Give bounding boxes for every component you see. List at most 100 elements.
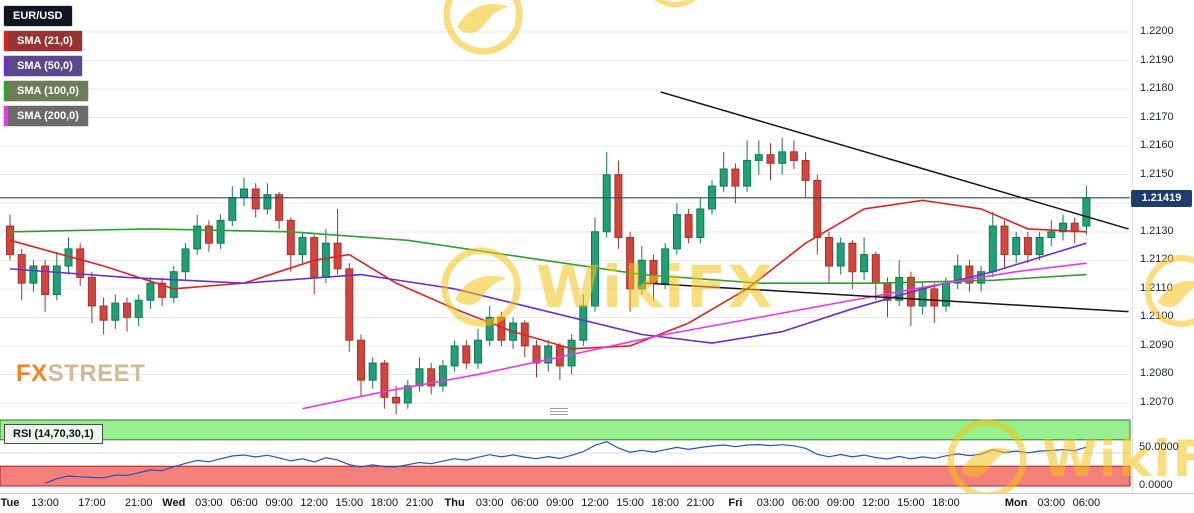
- candle-body: [813, 179, 822, 238]
- last-price-value: 1.21419: [1141, 192, 1182, 205]
- time-axis-label: 03:00: [195, 497, 223, 509]
- time-axis-label: 12:00: [300, 497, 328, 509]
- price-axis-label: 1.2180: [1140, 82, 1174, 95]
- time-axis-label: Tue: [0, 497, 20, 509]
- trendline[interactable]: [660, 91, 1129, 230]
- price-axis-label: 1.2070: [1140, 396, 1174, 408]
- rsi-overbought-band: [0, 419, 1131, 441]
- candle-body: [696, 208, 705, 238]
- candle-body: [158, 282, 167, 298]
- candle-body: [380, 362, 389, 398]
- time-axis-label: Fri: [728, 497, 743, 509]
- rsi-indicator-badge[interactable]: RSI (14,70,30,1): [4, 424, 103, 444]
- candle-body: [789, 151, 798, 161]
- time-axis-label: 15:00: [897, 497, 925, 509]
- candle-body: [953, 265, 962, 284]
- time-axis-label: 17:00: [78, 497, 106, 509]
- panel-resize-handle[interactable]: [550, 408, 568, 415]
- time-axis-label: 09:00: [826, 497, 855, 509]
- candle-body: [216, 219, 225, 244]
- price-axis-label: 1.2100: [1140, 310, 1174, 323]
- candle-body: [602, 174, 611, 233]
- candle-body: [754, 154, 763, 161]
- time-axis-label: 03:00: [1037, 497, 1066, 509]
- candle-body: [251, 188, 260, 210]
- candle-body: [1000, 225, 1009, 256]
- price-axis: 1.2200 1.2190 1.2180 1.2170 1.2160 1.2150 1.21…: [1132, 0, 1194, 493]
- price-axis-label: 1.2170: [1140, 110, 1174, 123]
- time-axis-label: 09:00: [546, 497, 574, 509]
- candle-body: [462, 345, 471, 364]
- time-axis-label: 12:00: [581, 497, 609, 509]
- candle-body: [778, 151, 787, 164]
- gridlines: [0, 31, 1130, 404]
- time-axis-label: 06:00: [1072, 497, 1101, 509]
- candle-body: [228, 197, 237, 221]
- time-axis-label: 18:00: [370, 497, 399, 509]
- candle-body: [860, 254, 869, 273]
- trendline[interactable]: [645, 282, 1129, 313]
- price-axis-label: 1.2130: [1140, 224, 1174, 237]
- candle-body: [1047, 231, 1056, 238]
- price-axis-label: 1.2190: [1140, 53, 1174, 66]
- time-axis-label: 21:00: [405, 497, 434, 509]
- candle-body: [848, 242, 857, 273]
- candle-body: [368, 362, 377, 381]
- time-axis-label: 18:00: [932, 497, 960, 509]
- candle-body: [450, 345, 459, 367]
- time-axis-label: 12:00: [862, 497, 890, 509]
- candle-body: [743, 159, 752, 187]
- candle-body: [825, 236, 833, 267]
- candle-body: [181, 248, 190, 273]
- candle-body: [403, 385, 412, 404]
- candle-body: [146, 282, 155, 301]
- candle-body: [1035, 236, 1044, 256]
- price-axis-label: 1.2090: [1140, 338, 1174, 351]
- time-axis-label: 21:00: [686, 497, 715, 509]
- time-axis-label: 06:00: [230, 497, 258, 509]
- time-axis-label: 15:00: [335, 497, 364, 509]
- candle-body: [438, 365, 447, 387]
- candle-body: [87, 276, 96, 307]
- candles: [6, 137, 1091, 415]
- rsi-chart[interactable]: [0, 418, 1132, 492]
- candle-body: [1012, 236, 1021, 256]
- candle-body: [29, 265, 38, 284]
- candle-body: [263, 194, 272, 210]
- sma-line-sma-100: [9, 228, 1087, 284]
- legend-sma-badge[interactable]: SMA (200,0): [4, 106, 88, 126]
- price-axis-label: 1.2200: [1140, 25, 1174, 37]
- price-axis-label: 1.2120: [1140, 253, 1174, 266]
- symbol-label: EUR/USD: [13, 10, 63, 22]
- candle-body: [169, 271, 178, 298]
- candle-body: [895, 276, 904, 301]
- candle-body: [310, 236, 319, 278]
- candle-body: [649, 259, 658, 284]
- legend-sma-badge[interactable]: SMA (21,0): [4, 31, 82, 51]
- fxstreet-logo-fx: FX: [16, 360, 48, 387]
- candle-body: [918, 288, 927, 307]
- candle-body: [204, 225, 213, 244]
- candle-body: [193, 225, 202, 250]
- candle-body: [240, 188, 248, 199]
- price-chart[interactable]: [0, 0, 1132, 417]
- time-axis-label: 06:00: [791, 497, 820, 509]
- legend-sma-badge[interactable]: SMA (100,0): [4, 81, 88, 101]
- candle-body: [392, 396, 401, 404]
- symbol-badge[interactable]: EUR/USD: [4, 6, 72, 26]
- legend-sma-badge[interactable]: SMA (50,0): [4, 56, 82, 76]
- time-axis-label: Wed: [162, 497, 186, 509]
- rsi-line: [44, 441, 1087, 484]
- time-axis-label: Thu: [444, 497, 465, 509]
- price-axis-label: 1.2160: [1140, 139, 1174, 152]
- time-axis-label: 21:00: [124, 497, 153, 509]
- candle-body: [544, 345, 553, 364]
- time-axis-label: 03:00: [756, 497, 785, 509]
- rsi-oversold-band: [0, 465, 1131, 487]
- candle-body: [415, 368, 424, 387]
- chart-legend: EUR/USD SMA (21,0) SMA (50,0) SMA (100,0) S…: [4, 6, 88, 126]
- candle-body: [134, 299, 143, 318]
- candle-body: [427, 368, 436, 387]
- candle-body: [1023, 236, 1032, 256]
